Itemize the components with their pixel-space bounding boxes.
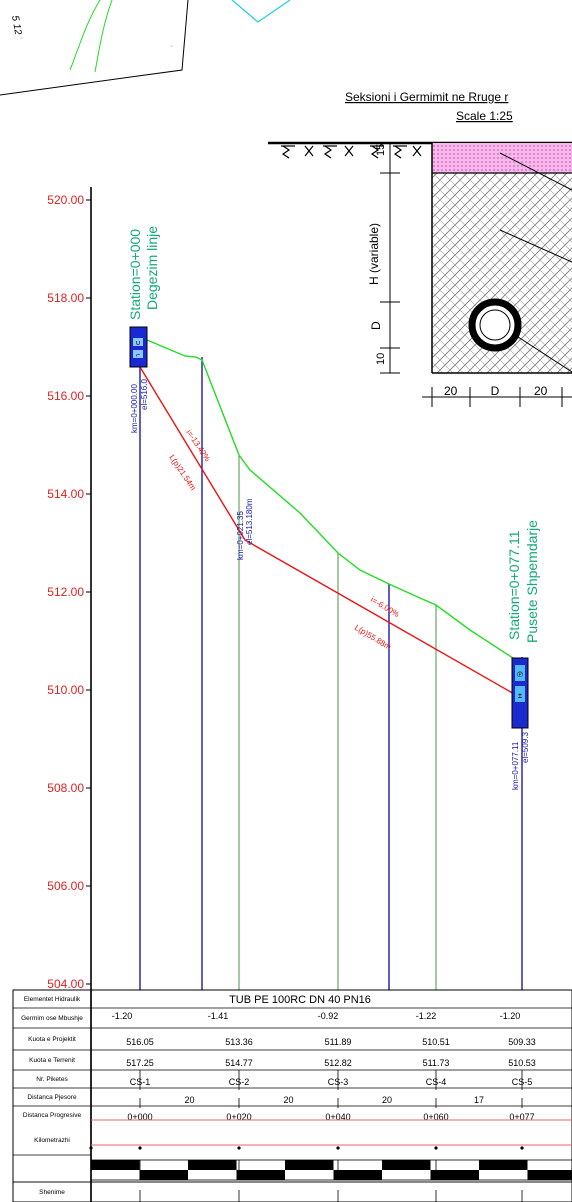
dim-height: H (variable) xyxy=(367,223,381,285)
manhole-start: ∪ ⌐ xyxy=(129,326,148,368)
start-km-label: km=0+000.00 xyxy=(130,384,139,433)
elevation-tick-label: 516.00 xyxy=(47,389,84,403)
partial-distance-value: 20 xyxy=(283,1095,293,1105)
cut-fill-value: -1.20 xyxy=(500,1011,521,1021)
table-row-label: Distanca Progresive xyxy=(23,1112,82,1119)
progressive-distance-value: 0+077 xyxy=(509,1112,534,1122)
table-row-label: Kuota e Projektit xyxy=(28,1036,76,1043)
plan-fragment: 5 12 ~ ~ xyxy=(0,0,291,96)
dim-width-left: 20 xyxy=(444,384,458,398)
section-title: Seksioni i Germimit ne Rruge r xyxy=(345,90,508,104)
length-label-2: L(p)55.88m xyxy=(353,623,393,652)
mid-km-label: km=0+021.35 xyxy=(236,511,245,560)
elevation-tick-label: 504.00 xyxy=(47,977,84,991)
progressive-distance-value: 0+000 xyxy=(127,1112,152,1122)
dim-diameter: D xyxy=(369,321,383,330)
table-row-label: Kuota e Terrenit xyxy=(29,1057,75,1064)
manhole-end-glyph: ℗ xyxy=(517,670,523,679)
manhole-end-glyph: ± xyxy=(518,691,523,700)
terrain-level-value: 514.77 xyxy=(225,1058,253,1068)
table-row-label: Elementet Hidraulik xyxy=(24,996,81,1003)
partial-distance-value: 20 xyxy=(184,1095,194,1105)
manhole-start-glyph: ∪ xyxy=(135,340,140,347)
progressive-distance-value: 0+020 xyxy=(226,1112,251,1122)
partial-distance-value: 20 xyxy=(382,1095,392,1105)
elevation-tick-label: 520.00 xyxy=(47,193,84,207)
start-station-name: Degezim linje xyxy=(144,226,160,310)
table-row-label: Nr. Piketes xyxy=(36,1076,68,1083)
elevation-tick-label: 506.00 xyxy=(47,879,84,893)
end-station-label: Station=0+077.11 xyxy=(506,530,522,640)
manhole-start-glyph: ⌐ xyxy=(136,352,140,359)
table-row-label: Germim ose Mbushje xyxy=(21,1015,83,1022)
cut-fill-value: -1.20 xyxy=(112,1011,133,1021)
project-level-value: 511.89 xyxy=(325,1037,352,1047)
dim-bottom: 10 xyxy=(375,353,387,365)
start-el-label: el=516.0 xyxy=(140,379,149,410)
profile-table: Elementet Hidraulik Germim ose Mbushje Kuo… xyxy=(12,989,572,1202)
terrain-level-value: 510.53 xyxy=(508,1058,536,1068)
project-level-value: 516.05 xyxy=(126,1037,154,1047)
dim-width-mid: D xyxy=(491,384,500,398)
progressive-distance-value: 0+040 xyxy=(325,1112,350,1122)
manhole-end: ℗ ± xyxy=(511,657,529,729)
terrain-level-value: 512.82 xyxy=(324,1058,352,1068)
partial-distance-value: 17 xyxy=(474,1095,484,1105)
project-level-value: 509.33 xyxy=(508,1037,536,1047)
kilometrazh-bar xyxy=(90,1119,572,1181)
project-level-value: 510.51 xyxy=(422,1037,450,1047)
topsoil-layer xyxy=(432,143,572,173)
elevation-tick-label: 510.00 xyxy=(47,683,84,697)
cut-fill-value: -1.22 xyxy=(416,1011,437,1021)
slope-label-2: i=-6.00% xyxy=(369,595,401,619)
cut-fill-value: -0.92 xyxy=(318,1011,339,1021)
project-level-value: 513.36 xyxy=(225,1037,253,1047)
mid-el-label: el=513.180m xyxy=(245,498,254,545)
trench-section: Seksioni i Germimit ne Rruge r Scale 1:2… xyxy=(268,90,572,407)
terrain-line xyxy=(139,336,517,661)
grass-symbols xyxy=(281,145,422,159)
station-verticals xyxy=(139,357,523,990)
vertical-dimensions xyxy=(380,142,400,374)
terrain-level-value: 511.73 xyxy=(423,1058,450,1068)
end-km-label: km=0+077.11 xyxy=(511,741,520,790)
table-row-label: Distanca Pjesore xyxy=(27,1094,77,1101)
elevation-tick-label: 514.00 xyxy=(47,487,84,501)
progressive-distance-value: 0+060 xyxy=(423,1112,448,1122)
end-station-name: Pusete Shpemdarje xyxy=(524,520,540,643)
table-row-label: Kilometrazhi xyxy=(34,1137,70,1144)
pipe-spec: TUB PE 100RC DN 40 PN16 xyxy=(229,994,371,1006)
elevation-tick-label: 508.00 xyxy=(47,781,84,795)
length-label-1: L(p)21.54m xyxy=(167,453,198,492)
start-station-label: Station=0+000 xyxy=(127,229,143,320)
cut-fill-value: -1.41 xyxy=(208,1011,229,1021)
elevation-tick-label: 518.00 xyxy=(47,291,84,305)
end-el-label: el=509.3 xyxy=(521,732,530,763)
terrain-level-value: 517.25 xyxy=(126,1058,154,1068)
plan-mark: ~ xyxy=(170,44,173,50)
elevation-ticks: 520.00 518.00 516.00 514.00 512.00 510.00 508.… xyxy=(47,193,91,991)
dim-width-right: 20 xyxy=(534,384,548,398)
dim-top: 15 xyxy=(375,144,387,156)
plan-label: 5 12 xyxy=(9,15,23,37)
horizontal-dimensions xyxy=(422,387,572,407)
pipe-line xyxy=(139,366,517,696)
elevation-tick-label: 512.00 xyxy=(47,585,84,599)
section-scale: Scale 1:25 xyxy=(456,109,513,123)
table-row-label: Shenime xyxy=(39,1189,65,1196)
plan-mark: ~ xyxy=(20,36,23,42)
